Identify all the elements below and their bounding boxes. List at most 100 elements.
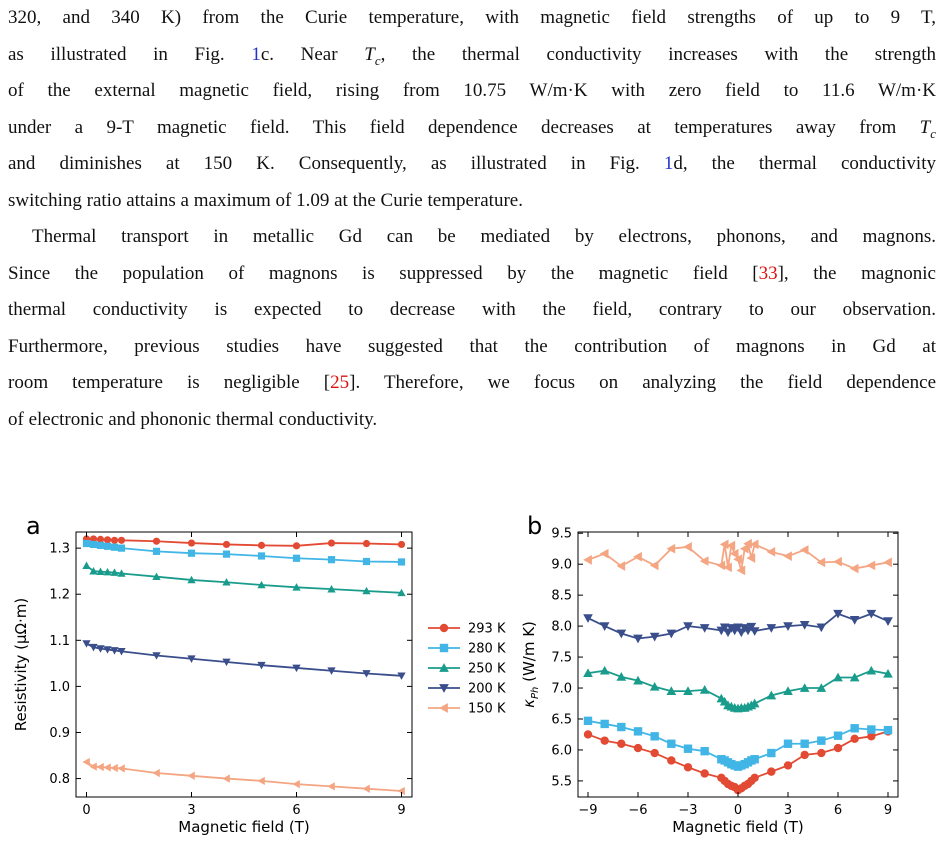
data-point [649,681,660,691]
curie-temperature-symbol[interactable]: Tc [919,116,936,141]
data-point [439,663,449,672]
data-point [583,614,593,623]
data-point [833,743,843,753]
data-point [783,761,793,770]
data-point [117,544,126,552]
data-point [110,536,119,544]
data-point [362,784,370,793]
text-line: 320, and 340 K) from the Curie temperatu… [8,7,936,28]
data-point [733,554,742,565]
series-250k [583,665,893,713]
data-point [599,548,609,559]
y-axis-label: κPh (W/m K) [520,621,541,708]
data-point [600,736,609,745]
data-point [152,768,160,778]
data-point [82,757,90,767]
data-point [599,665,610,675]
data-point [327,585,336,593]
data-point [666,629,677,639]
citation-reference[interactable]: 33 [758,262,778,284]
series-line [86,542,402,563]
curie-temperature-symbol[interactable]: Tc [364,43,381,68]
data-point [666,686,677,695]
data-point [729,548,739,559]
data-point [257,776,265,786]
data-point [683,542,692,552]
data-point [683,686,693,695]
data-point [96,762,104,772]
data-point [327,556,336,564]
legend-label: 280 K [468,642,506,657]
data-point [833,672,843,682]
data-point [749,698,760,708]
text-line: of electronic and phononic thermal condu… [8,408,378,430]
data-point [700,769,709,778]
y-tick-label: 0.9 [49,726,70,741]
series-200k [583,609,893,644]
citation-reference[interactable]: 25 [330,372,350,393]
data-point [633,743,643,753]
data-point [600,719,609,729]
series-280k [82,539,406,566]
data-point [583,716,593,726]
text-line: as illustrated in Fig. 1c. Near Tc, the … [8,43,936,68]
data-point [649,560,659,571]
data-point [799,545,809,555]
data-point [82,640,91,648]
series-293k [583,727,893,795]
data-point [439,643,449,653]
data-point [362,670,371,678]
text-line: and diminishes at 150 K. Consequently, a… [8,153,936,174]
data-point [583,555,592,565]
data-point [362,557,371,566]
y-tick-label: 1.0 [49,680,70,695]
y-tick-label: 1.2 [49,588,70,603]
data-point [292,583,301,591]
data-point [222,774,230,783]
data-point [222,578,231,586]
data-point [783,686,793,695]
text-line: switching ratio attains a maximum of 1.0… [8,189,523,211]
data-point [397,540,406,549]
data-point [617,739,626,748]
figure-reference[interactable]: 1 [251,43,261,65]
text-line: room temperature is negligible [25]. The… [8,372,937,393]
y-tick-label: 7.0 [551,682,572,697]
data-point [650,732,659,741]
data-point [883,725,893,735]
series-150k [583,538,892,576]
data-point [257,541,266,549]
x-tick-label: 6 [292,803,300,818]
data-point [89,567,98,575]
data-point [257,661,266,670]
series-line [86,538,402,547]
legend-entry: 250 K [428,662,506,677]
data-point [883,557,892,568]
data-point [110,568,119,576]
data-point [783,622,793,631]
data-point [583,730,593,739]
data-point [633,727,643,736]
y-tick-label: 6.0 [551,743,572,758]
data-point [849,563,859,574]
x-tick-label: −9 [578,803,597,818]
data-point [816,683,827,692]
legend-label: 250 K [468,662,506,677]
y-tick-label: 1.3 [49,542,70,557]
data-point [767,748,776,758]
data-point [633,675,643,685]
figure-reference[interactable]: 1 [663,153,674,174]
data-point [699,685,710,694]
data-point [110,543,119,551]
data-point [583,668,593,678]
data-point [362,586,371,595]
panel-label: a [26,512,41,540]
data-point [327,667,336,675]
data-point [439,684,449,693]
data-point [733,623,743,633]
data-point [103,646,112,654]
data-point [736,565,746,576]
y-tick-label: 0.8 [49,772,70,787]
data-point [746,553,756,563]
series-293k [82,535,406,550]
